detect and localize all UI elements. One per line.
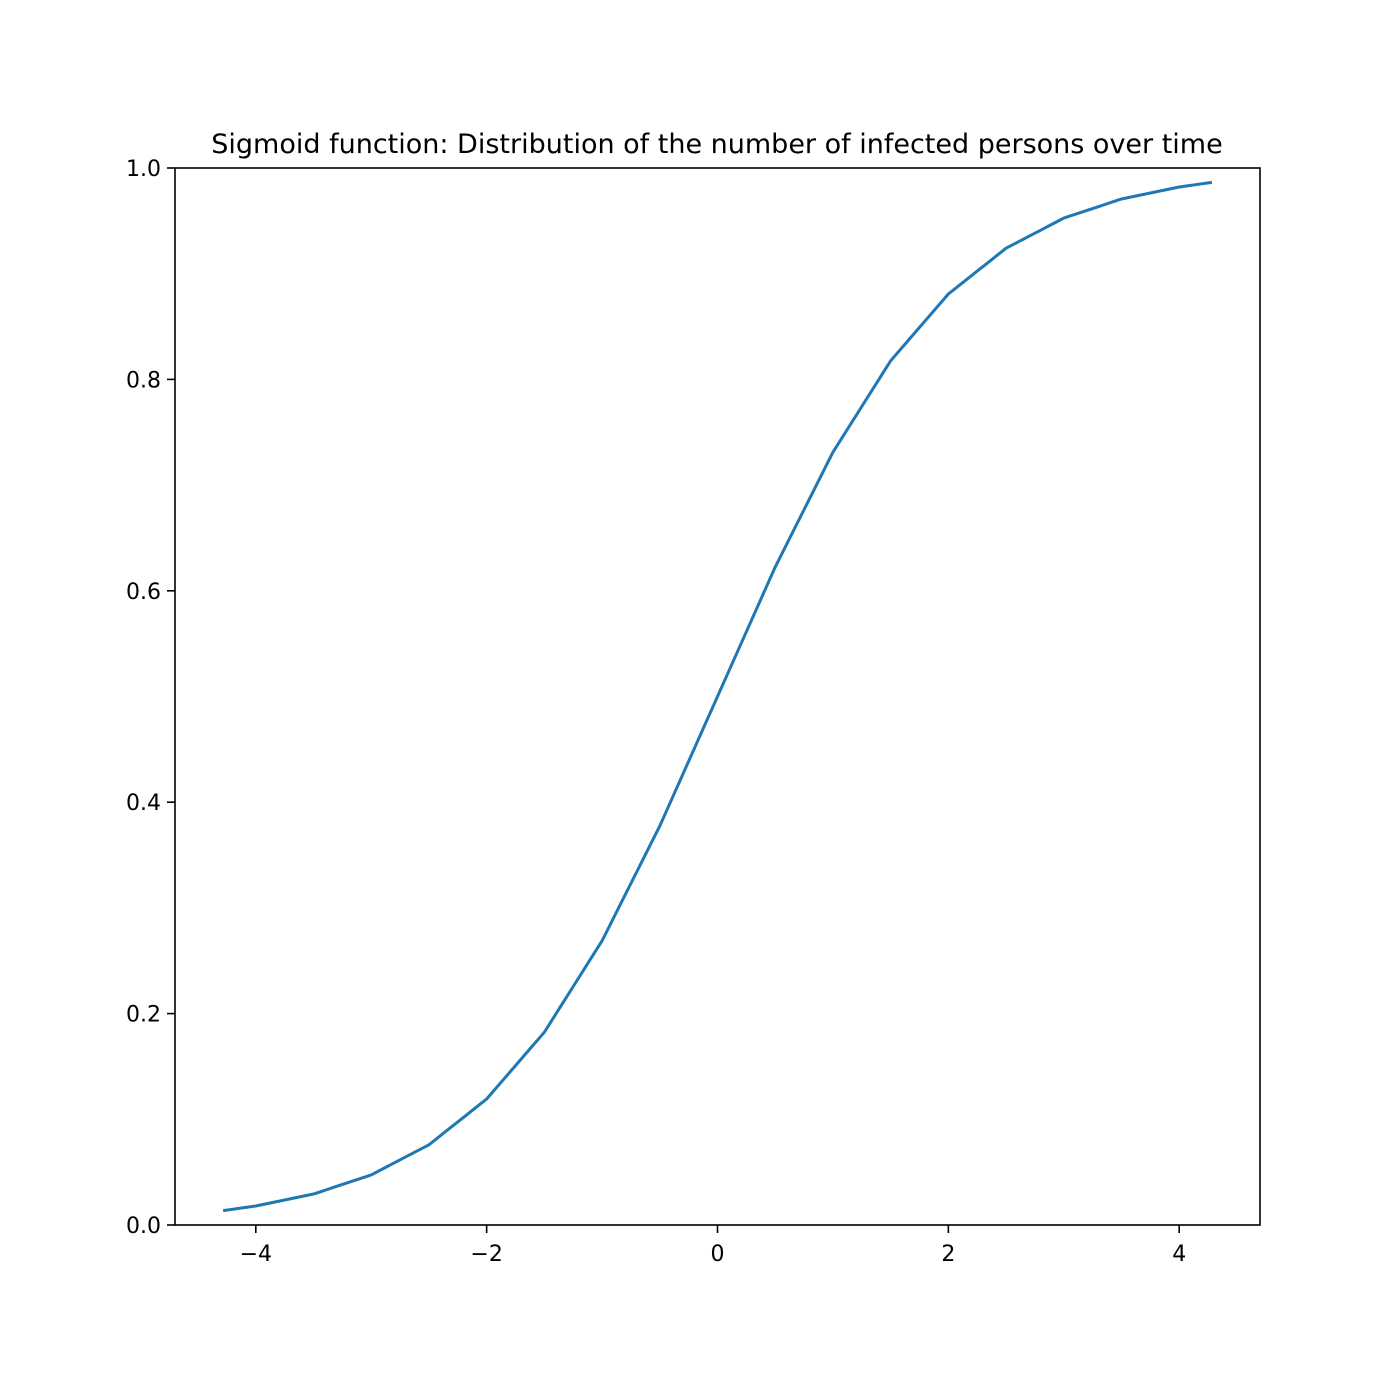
y-axis: 0.0 0.2 0.4 0.6 0.8 1.0 [126, 157, 175, 1239]
x-tick-label: 4 [1172, 1242, 1186, 1267]
y-tick-label: 0.0 [126, 1214, 161, 1239]
x-axis: −4 −2 0 2 4 [240, 1225, 1186, 1267]
y-tick-label: 0.4 [126, 791, 161, 816]
plot-area [222, 180, 1213, 1213]
y-tick-label: 0.6 [126, 580, 161, 605]
x-tick-label: 2 [941, 1242, 955, 1267]
x-tick-label: −2 [470, 1242, 502, 1267]
x-tick-label: 0 [711, 1242, 725, 1267]
y-tick-label: 1.0 [126, 157, 161, 182]
x-tick-label: −4 [240, 1242, 272, 1267]
chart-title: Sigmoid function: Distribution of the nu… [211, 129, 1222, 160]
axes-frame [174, 167, 1261, 1226]
y-tick-label: 0.2 [126, 1003, 161, 1028]
y-tick-label: 0.8 [126, 368, 161, 393]
sigmoid-series-line [222, 180, 1213, 1213]
